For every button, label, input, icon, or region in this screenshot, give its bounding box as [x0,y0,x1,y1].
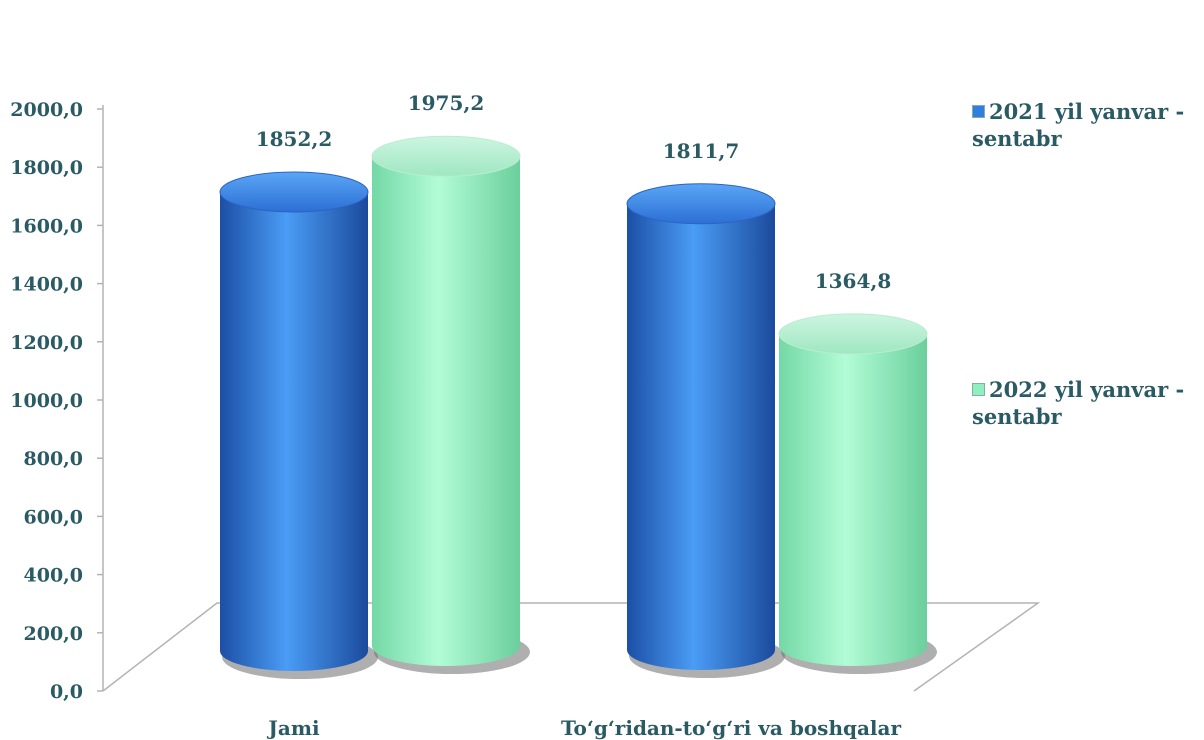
legend-item-2021: 2021 yil yanvar - sentabr [972,98,1184,152]
bar-body [627,203,775,671]
legend-swatch-2022 [972,383,985,396]
y-tick-label: 1200,0 [10,332,83,354]
bar [778,313,937,674]
bar-body [372,156,520,666]
bar [626,183,785,678]
data-label: 1975,2 [408,91,485,115]
y-tick-label: 800,0 [24,448,84,470]
bar-top [626,183,776,225]
bar-body [779,333,927,666]
legend-label-2022-line2: sentabr [972,404,1062,429]
legend-label-2021-line1: 2021 yil yanvar - [989,99,1185,124]
bar-top [371,135,521,177]
y-tick-label: 1600,0 [10,215,83,237]
data-label: 1811,7 [663,139,740,163]
y-tick-label: 1400,0 [10,274,83,296]
data-label: 1852,2 [256,127,333,151]
x-axis-categories: Jami To‘g‘ridan-to‘g‘ri va boshqalar [266,716,901,740]
y-tick-label: 400,0 [24,565,84,587]
y-tick-label: 0,0 [50,681,83,703]
bar [371,135,530,674]
legend-label-2021-line2: sentabr [972,126,1062,151]
bar-top [778,313,928,355]
bar-top [219,171,369,213]
bar [219,171,378,679]
x-category-label: Jami [266,716,320,740]
y-tick-label: 1000,0 [10,390,83,412]
y-tick-label: 600,0 [24,506,84,528]
y-tick-label: 200,0 [24,623,84,645]
x-category-label: To‘g‘ridan-to‘g‘ri va boshqalar [561,716,902,740]
y-axis: 0,0 200,0 400,0 600,0 800,0 1000,0 1200,0 1400,… [10,99,104,703]
legend-label-2022-line1: 2022 yil yanvar - [989,377,1185,402]
bars [219,135,937,679]
y-tick-label: 1800,0 [10,157,83,179]
data-label: 1364,8 [815,269,892,293]
legend-swatch-2021 [972,105,985,118]
y-tick-label: 2000,0 [10,99,83,121]
bar-body [220,192,368,671]
legend-item-2022: 2022 yil yanvar - sentabr [972,376,1184,430]
data-labels: 1852,2 1975,2 1811,7 1364,8 [256,91,892,293]
